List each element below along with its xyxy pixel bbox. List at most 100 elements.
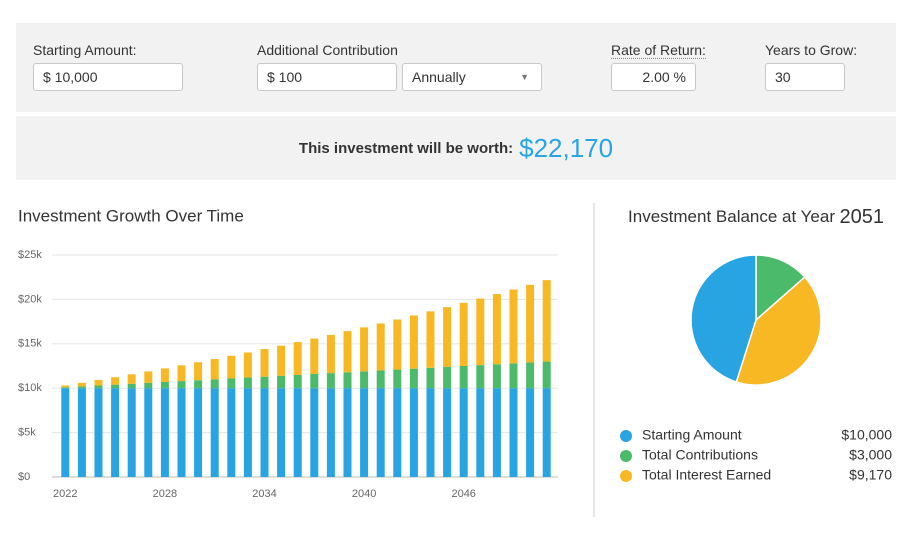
result: This investment will be worth: $22,170 (16, 116, 896, 180)
bar-segment (459, 302, 468, 366)
bar-segment (144, 382, 153, 389)
bar-segment (293, 388, 302, 477)
y-tick-label: $20k (18, 293, 42, 305)
field-label: Additional Contribution (257, 42, 398, 58)
text-input[interactable]: 30 (765, 63, 845, 91)
bar-segment (243, 377, 252, 389)
result-label: This investment will be worth: (298, 139, 514, 157)
bar-segment (443, 307, 452, 367)
bar-segment (243, 352, 252, 378)
legend-value: $3,000 (849, 447, 892, 463)
legend-label: Total Interest Earned (642, 467, 771, 483)
bar-segment (277, 388, 286, 477)
legend-marker (620, 470, 632, 482)
x-tick-label: 2028 (153, 488, 177, 500)
y-tick-label: $0 (18, 471, 30, 483)
bar-segment (77, 382, 86, 387)
y-tick-label: $5k (18, 427, 36, 439)
bar-segment (526, 388, 535, 477)
dropdown[interactable]: Annually ▼ (402, 63, 542, 91)
bar-segment (227, 355, 236, 379)
text-input[interactable]: 2.00 % (611, 63, 696, 91)
bar-segment (127, 388, 136, 477)
bar-segment (459, 388, 468, 477)
legend-value: $10,000 (841, 427, 892, 443)
bar-segment (360, 327, 369, 372)
x-tick-label: 2040 (352, 488, 376, 500)
bar-segment (144, 388, 153, 477)
bar-segment (526, 362, 535, 389)
x-tick-label: 2022 (53, 488, 77, 500)
bar-segment (409, 315, 418, 369)
bar-segment (127, 383, 136, 389)
bar-segment (77, 386, 86, 389)
text-input[interactable]: $ 100 (257, 63, 397, 91)
bar-segment (542, 361, 551, 389)
bar-segment (277, 345, 286, 376)
bar-segment (476, 365, 485, 389)
bar-segment (326, 388, 335, 477)
legend-value: $9,170 (849, 467, 892, 483)
bar-segment (227, 378, 236, 389)
bar-segment (293, 374, 302, 389)
bar-segment (260, 376, 269, 389)
text-input[interactable]: $ 10,000 (33, 63, 183, 91)
field-label: Years to Grow: (765, 42, 858, 58)
bar-segment (210, 388, 219, 477)
bar-segment (376, 323, 385, 371)
bar-segment (293, 342, 302, 375)
bar-segment (343, 388, 352, 477)
bar-segment (376, 370, 385, 389)
bar-segment (194, 362, 203, 381)
field-label: Starting Amount: (33, 42, 137, 58)
bar-segment (177, 388, 186, 477)
bar-segment (310, 373, 319, 389)
bar-segment (127, 374, 136, 384)
bar-segment (61, 385, 70, 388)
bar-segment (326, 373, 335, 389)
bar-segment (77, 388, 86, 477)
bar-segment (409, 388, 418, 477)
bar-segment (542, 388, 551, 477)
bar-segment (310, 388, 319, 477)
bar-segment (343, 331, 352, 373)
bar-segment (376, 388, 385, 477)
bar-segment (426, 311, 435, 368)
bar-segment (160, 368, 169, 382)
bar-segment (94, 385, 103, 389)
bar-segment (160, 388, 169, 477)
bar-segment (111, 384, 120, 389)
bar-segment (443, 388, 452, 477)
bar-segment (542, 280, 551, 362)
bar-segment (194, 380, 203, 389)
bar-segment (509, 289, 518, 364)
bar-segment (144, 371, 153, 383)
bar-segment (111, 388, 120, 477)
bar-segment (326, 334, 335, 374)
bar-segment (210, 359, 219, 380)
bar-segment (476, 298, 485, 366)
bar-segment (443, 366, 452, 389)
bar-segment (61, 388, 70, 477)
pie-slice (690, 254, 757, 383)
bar-segment (94, 388, 103, 477)
chart-title: Investment Growth Over Time (18, 206, 244, 225)
bar-segment (243, 388, 252, 477)
bar-segment (94, 380, 103, 386)
dropdown-arrow: ▼ (520, 72, 529, 82)
bar-segment (393, 319, 402, 370)
bar-segment (393, 388, 402, 477)
y-tick-label: $10k (18, 382, 42, 394)
bar-segment (476, 388, 485, 477)
x-tick-label: 2034 (252, 488, 276, 500)
bar-segment (459, 366, 468, 389)
x-tick-label: 2046 (451, 488, 475, 500)
bar-segment (111, 377, 120, 385)
bar-segment (509, 363, 518, 389)
field-label[interactable]: Rate of Return: (611, 42, 706, 59)
bar-segment (426, 367, 435, 389)
title-text: Investment Balance at Year (628, 207, 835, 226)
title-year: 2051 (839, 206, 884, 228)
y-tick-label: $15k (18, 338, 42, 350)
